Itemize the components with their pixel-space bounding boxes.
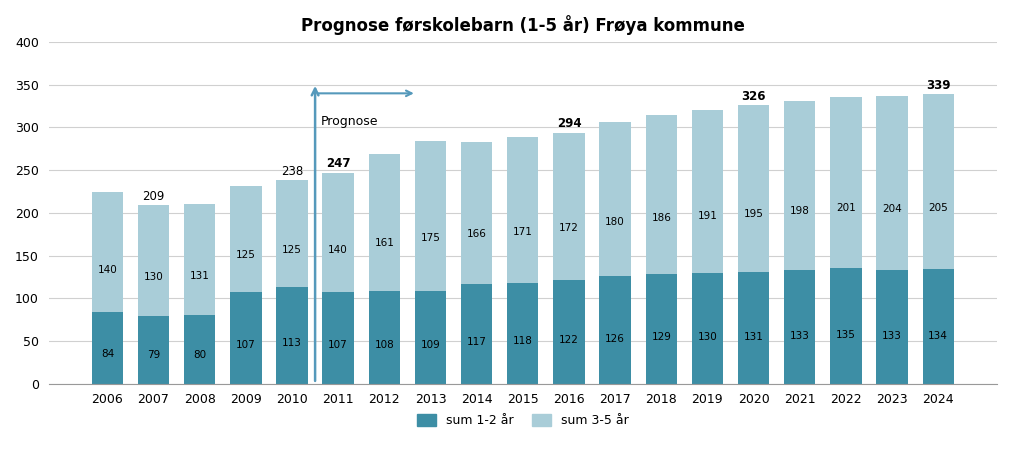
Text: 201: 201 [835, 204, 855, 213]
Title: Prognose førskolebarn (1-5 år) Frøya kommune: Prognose førskolebarn (1-5 år) Frøya kom… [300, 15, 744, 35]
Bar [829, 97, 860, 268]
Bar [922, 94, 953, 269]
Text: 195: 195 [743, 209, 762, 219]
Text: 326: 326 [741, 90, 765, 103]
Text: 339: 339 [925, 79, 949, 91]
Text: 294: 294 [556, 117, 580, 130]
Bar [692, 272, 723, 384]
Bar [784, 101, 815, 270]
Bar [922, 269, 953, 384]
Bar [507, 283, 538, 384]
Text: 84: 84 [101, 348, 114, 359]
Text: 135: 135 [835, 330, 855, 340]
Text: 140: 140 [328, 245, 348, 256]
Text: 247: 247 [326, 157, 350, 170]
Bar [599, 276, 630, 384]
Bar [415, 141, 446, 291]
Bar [876, 270, 907, 384]
Text: 80: 80 [193, 350, 206, 360]
Bar [460, 284, 491, 384]
Legend: sum 1-2 år, sum 3-5 år: sum 1-2 år, sum 3-5 år [411, 409, 633, 432]
Text: 198: 198 [789, 206, 809, 216]
Text: 161: 161 [374, 238, 394, 249]
Bar [737, 106, 768, 272]
Text: 117: 117 [466, 337, 486, 347]
Bar [645, 115, 676, 273]
Bar [645, 273, 676, 384]
Bar [323, 292, 354, 384]
Bar [553, 133, 584, 280]
Text: Prognose: Prognose [320, 115, 378, 128]
Bar [737, 272, 768, 384]
Bar [137, 316, 169, 384]
Text: 204: 204 [882, 204, 901, 214]
Text: 134: 134 [927, 331, 947, 340]
Text: 171: 171 [513, 227, 532, 237]
Text: 191: 191 [697, 211, 717, 220]
Text: 109: 109 [421, 340, 440, 349]
Text: 122: 122 [558, 335, 578, 345]
Bar [829, 268, 860, 384]
Bar [368, 154, 399, 291]
Bar [323, 173, 354, 292]
Text: 113: 113 [282, 338, 301, 348]
Bar [92, 192, 123, 312]
Text: 108: 108 [374, 340, 394, 350]
Text: 129: 129 [651, 333, 670, 342]
Bar [507, 137, 538, 283]
Text: 166: 166 [466, 229, 486, 239]
Text: 209: 209 [143, 189, 165, 203]
Text: 238: 238 [281, 165, 303, 178]
Text: 133: 133 [882, 331, 901, 341]
Text: 130: 130 [144, 272, 163, 282]
Text: 118: 118 [513, 336, 532, 347]
Text: 126: 126 [605, 333, 625, 343]
Bar [876, 96, 907, 270]
Bar [415, 291, 446, 384]
Text: 107: 107 [236, 340, 256, 350]
Text: 125: 125 [236, 250, 256, 260]
Text: 186: 186 [651, 213, 670, 223]
Text: 175: 175 [421, 233, 440, 243]
Bar [692, 110, 723, 272]
Bar [92, 312, 123, 384]
Text: 140: 140 [97, 265, 117, 275]
Bar [184, 315, 215, 384]
Text: 107: 107 [328, 340, 348, 350]
Text: 131: 131 [743, 332, 762, 342]
Bar [460, 142, 491, 284]
Bar [784, 270, 815, 384]
Text: 180: 180 [605, 217, 625, 227]
Text: 172: 172 [558, 223, 578, 233]
Bar [229, 292, 261, 384]
Text: 125: 125 [282, 245, 301, 255]
Text: 131: 131 [190, 271, 209, 281]
Bar [229, 186, 261, 292]
Text: 133: 133 [789, 331, 809, 341]
Bar [276, 287, 307, 384]
Text: 79: 79 [147, 350, 160, 360]
Bar [553, 280, 584, 384]
Bar [368, 291, 399, 384]
Text: 130: 130 [697, 332, 717, 342]
Bar [599, 122, 630, 276]
Bar [137, 205, 169, 316]
Bar [276, 181, 307, 287]
Text: 205: 205 [927, 203, 947, 213]
Bar [184, 204, 215, 315]
